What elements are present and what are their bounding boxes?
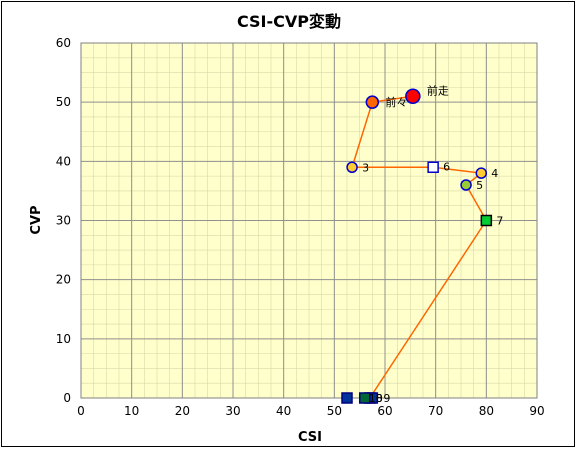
y-tick-label: 50 <box>56 95 71 109</box>
data-point-circle <box>365 95 380 109</box>
chart-title: CSI-CVP変動 <box>237 12 341 31</box>
data-point-circle <box>405 88 421 104</box>
y-tick-label: 40 <box>56 154 71 168</box>
x-tick-label: 70 <box>428 404 443 418</box>
data-point-circle <box>460 179 472 191</box>
x-tick-label: 20 <box>175 404 190 418</box>
point-label: 6 <box>443 160 450 173</box>
point-label: 3 <box>362 161 369 174</box>
grid <box>80 42 538 399</box>
y-tick-label: 10 <box>56 332 71 346</box>
data-point-square <box>427 161 439 173</box>
y-tick-label: 20 <box>56 273 71 287</box>
x-tick-label: 90 <box>529 404 544 418</box>
x-tick-label: 10 <box>124 404 139 418</box>
x-tick-label: 0 <box>77 404 85 418</box>
data-point-square <box>341 392 353 404</box>
y-axis-title: CVP <box>29 205 44 234</box>
x-tick-label: 40 <box>276 404 291 418</box>
x-tick-label: 80 <box>479 404 494 418</box>
point-label: 4 <box>491 167 498 180</box>
x-tick-label: 30 <box>225 404 240 418</box>
x-tick-label: 60 <box>377 404 392 418</box>
x-axis: 0 10 20 30 40 50 60 70 80 90 <box>77 404 544 418</box>
plot-border <box>80 42 538 399</box>
point-label: 5 <box>476 179 483 192</box>
point-label: 前々 <box>385 95 407 109</box>
y-tick-label: 0 <box>63 391 71 405</box>
data-points <box>341 88 493 404</box>
y-axis: 0 10 20 30 40 50 60 <box>56 36 71 405</box>
x-axis-title: CSI <box>298 430 322 445</box>
point-label: 9 <box>383 392 390 405</box>
y-tick-label: 30 <box>56 214 71 228</box>
x-tick-label: 50 <box>327 404 342 418</box>
point-label: 前走 <box>427 83 449 97</box>
data-point-circle <box>346 161 358 173</box>
y-tick-label: 60 <box>56 36 71 50</box>
data-point-square <box>480 214 493 227</box>
data-point-square <box>358 392 371 404</box>
point-label: 7 <box>496 215 503 228</box>
point-label: 8 <box>376 392 383 405</box>
data-point-circle <box>475 167 488 179</box>
point-label: 10 <box>369 392 383 405</box>
